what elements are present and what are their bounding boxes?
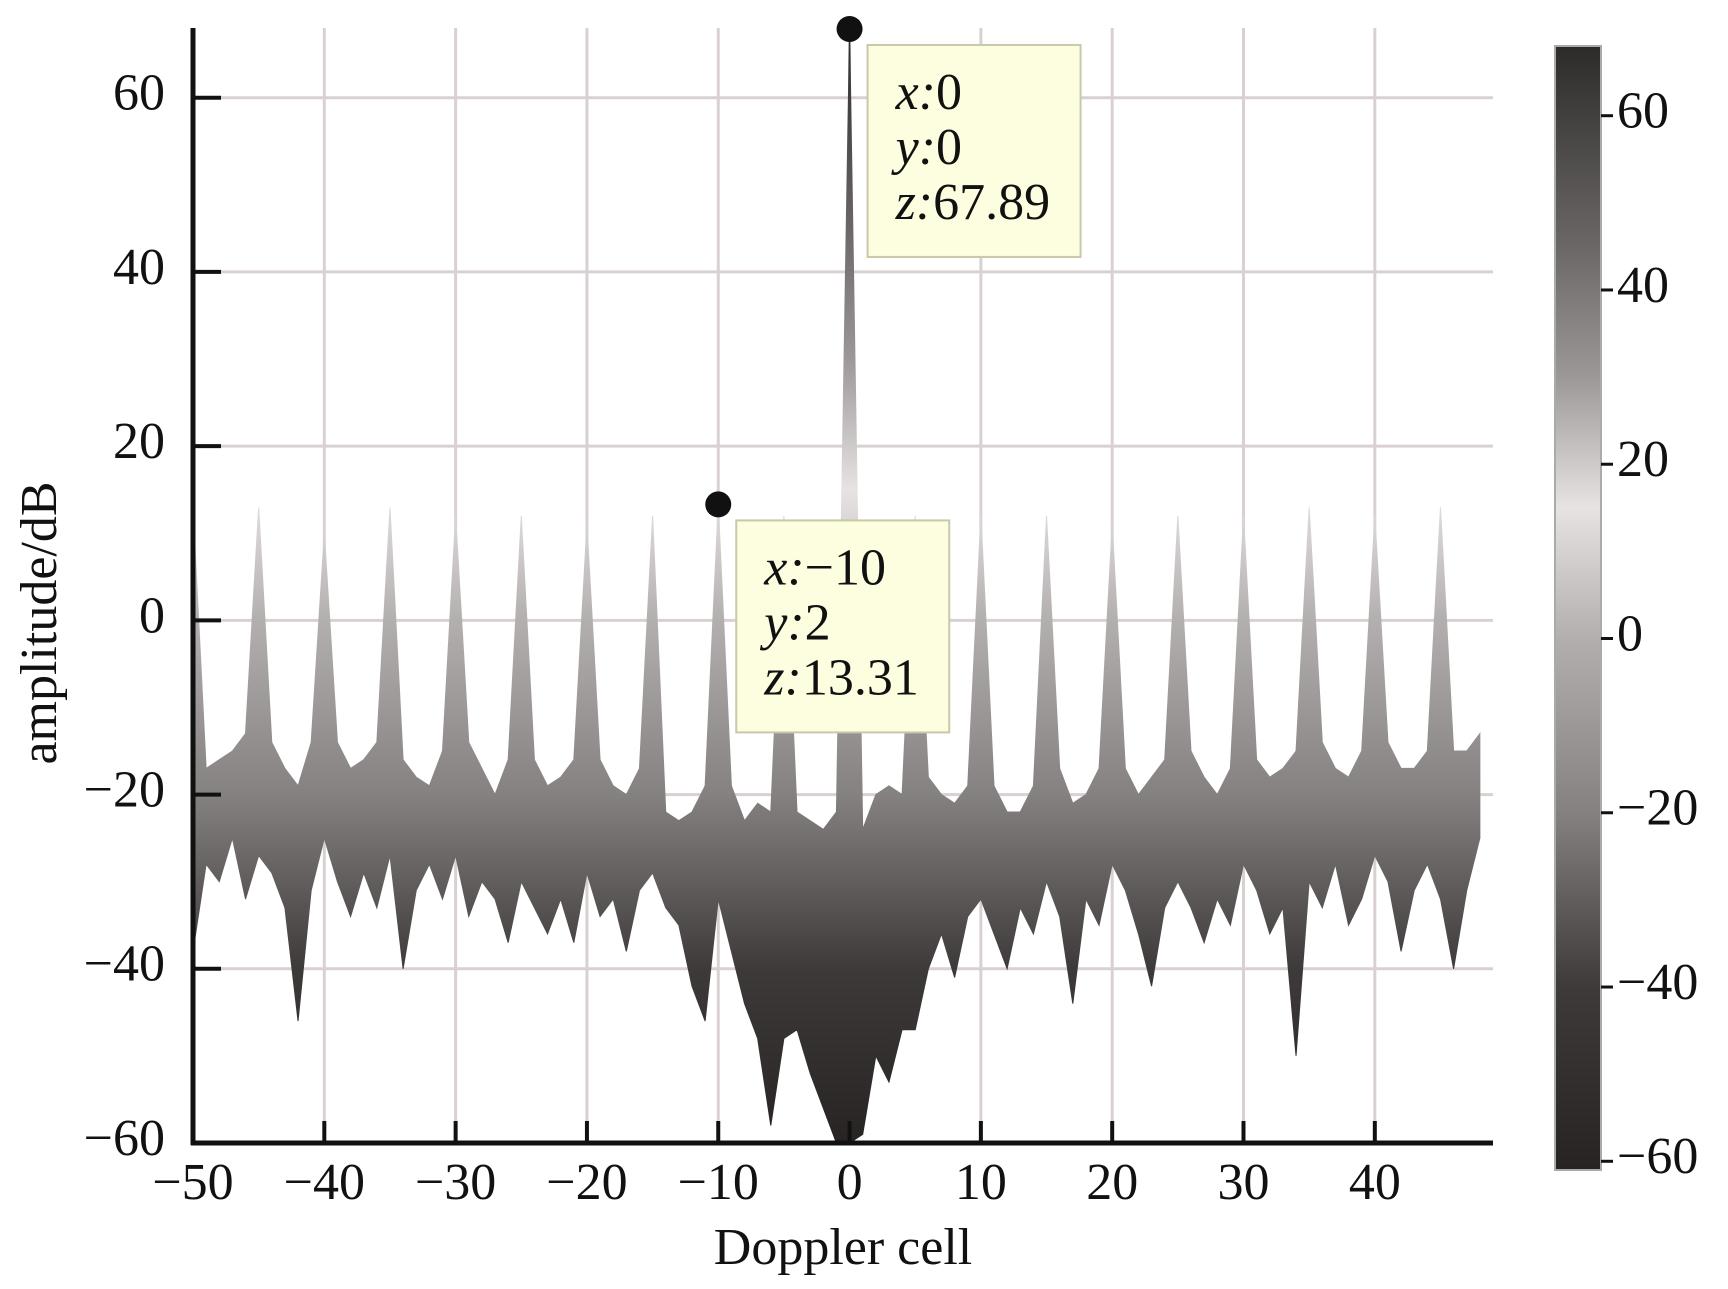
x-tick-label: 40 (1349, 1154, 1401, 1211)
colorbar: −60 −40 −20 0 20 40 60 (1554, 45, 1698, 1185)
datatip-value: 0 (936, 64, 962, 121)
datatip-line: x:−10 (763, 539, 886, 596)
colorbar-tick-label: −60 (1617, 1128, 1698, 1185)
x-tick-label: 0 (837, 1154, 863, 1211)
plot-area (192, 28, 1481, 1144)
datatip-key: z: (895, 174, 934, 231)
amplitude-band (192, 28, 1481, 1144)
x-tick-label: −40 (284, 1154, 365, 1211)
datatip-key: x: (763, 539, 804, 596)
datatip-key: y: (891, 119, 936, 176)
datatip-key: y: (759, 594, 804, 651)
y-tick-label: −20 (84, 762, 165, 819)
colorbar-tick-label: 20 (1617, 431, 1669, 488)
datatip-marker (836, 15, 863, 42)
colorbar-tick-label: 40 (1617, 257, 1669, 314)
x-tick-label: −30 (415, 1154, 496, 1211)
datatip-marker (705, 491, 732, 518)
colorbar-tick-label: 60 (1617, 83, 1669, 140)
x-tick-label: −50 (152, 1154, 233, 1211)
y-tick-label: 20 (113, 413, 165, 470)
datatip-value: 2 (805, 594, 831, 651)
x-tick-label: 30 (1218, 1154, 1270, 1211)
x-tick-label: −10 (678, 1154, 759, 1211)
datatip-key: x: (895, 64, 936, 121)
datatip-line: y:0 (891, 119, 962, 176)
y-tick-label: 40 (113, 239, 165, 296)
annotations: x:0y:0z:67.89x:−10y:2z:13.31 (705, 15, 1082, 734)
datatip-box (866, 43, 1082, 258)
datatip-line: z:67.89 (895, 174, 1051, 231)
x-axis-label: Doppler cell (714, 1219, 972, 1276)
datatip-line: x:0 (895, 64, 962, 121)
colorbar-fill (1554, 45, 1602, 1171)
datatip-line: y:2 (759, 594, 830, 651)
colorbar-tick-label: 0 (1617, 605, 1643, 662)
datatip-value: 67.89 (933, 174, 1050, 231)
colorbar-tick-label: −40 (1617, 954, 1698, 1011)
y-tick-label: −40 (84, 936, 165, 993)
y-tick-label: 60 (113, 65, 165, 122)
datatip-value: 0 (936, 119, 962, 176)
datatip-value: 13.31 (802, 649, 919, 706)
datatip-line: z:13.31 (763, 649, 919, 706)
x-tick-label: 10 (955, 1154, 1007, 1211)
y-tick-label: 0 (139, 587, 165, 644)
y-tick-label: −60 (84, 1110, 165, 1167)
datatip-key: z: (763, 649, 802, 706)
x-tick-label: 20 (1086, 1154, 1138, 1211)
datatip-value: −10 (805, 539, 886, 596)
y-axis-label: amplitude/dB (11, 481, 68, 764)
x-tick-label: −20 (546, 1154, 627, 1211)
datatip-box (735, 519, 951, 734)
colorbar-tick-label: −20 (1617, 780, 1698, 837)
